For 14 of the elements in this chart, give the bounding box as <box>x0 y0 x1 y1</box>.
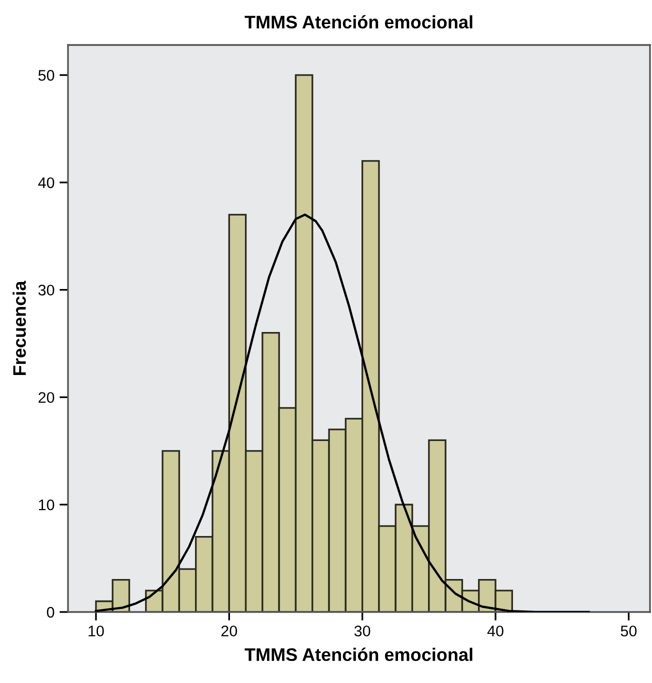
y-tick-label: 40 <box>38 177 54 188</box>
y-tick-label: 0 <box>46 606 54 618</box>
y-tick-label: 20 <box>38 392 54 403</box>
chart-title: TMMS Atención emocional <box>244 15 472 29</box>
x-tick-label: 40 <box>487 626 504 636</box>
x-tick-label: 10 <box>88 626 104 636</box>
y-tick-label: 50 <box>38 70 54 81</box>
x-axis-title: TMMS Atención emocional <box>244 648 472 662</box>
x-tick-label: 30 <box>354 626 370 636</box>
x-tick-label: 20 <box>221 626 238 636</box>
y-tick-label: 10 <box>38 499 54 510</box>
x-tick-label: 50 <box>620 626 637 636</box>
y-tick-label: 30 <box>38 284 54 296</box>
y-axis-title: Frecuencia <box>12 280 26 375</box>
